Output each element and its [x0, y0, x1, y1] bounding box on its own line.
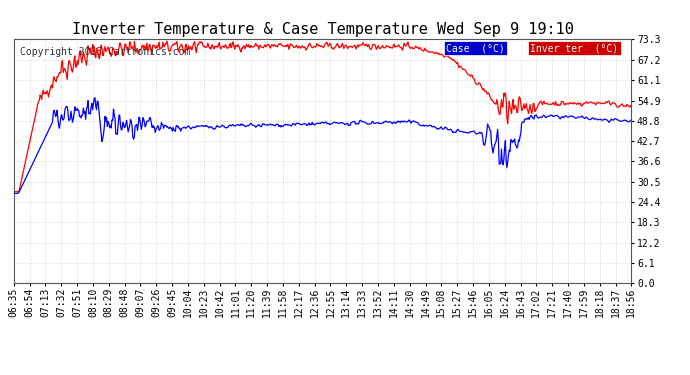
- Text: Inver ter  (°C): Inver ter (°C): [530, 43, 618, 53]
- Text: Case  (°C): Case (°C): [446, 43, 505, 53]
- Text: Copyright 2015 Cartronics.com: Copyright 2015 Cartronics.com: [20, 47, 190, 57]
- Title: Inverter Temperature & Case Temperature Wed Sep 9 19:10: Inverter Temperature & Case Temperature …: [72, 22, 573, 37]
